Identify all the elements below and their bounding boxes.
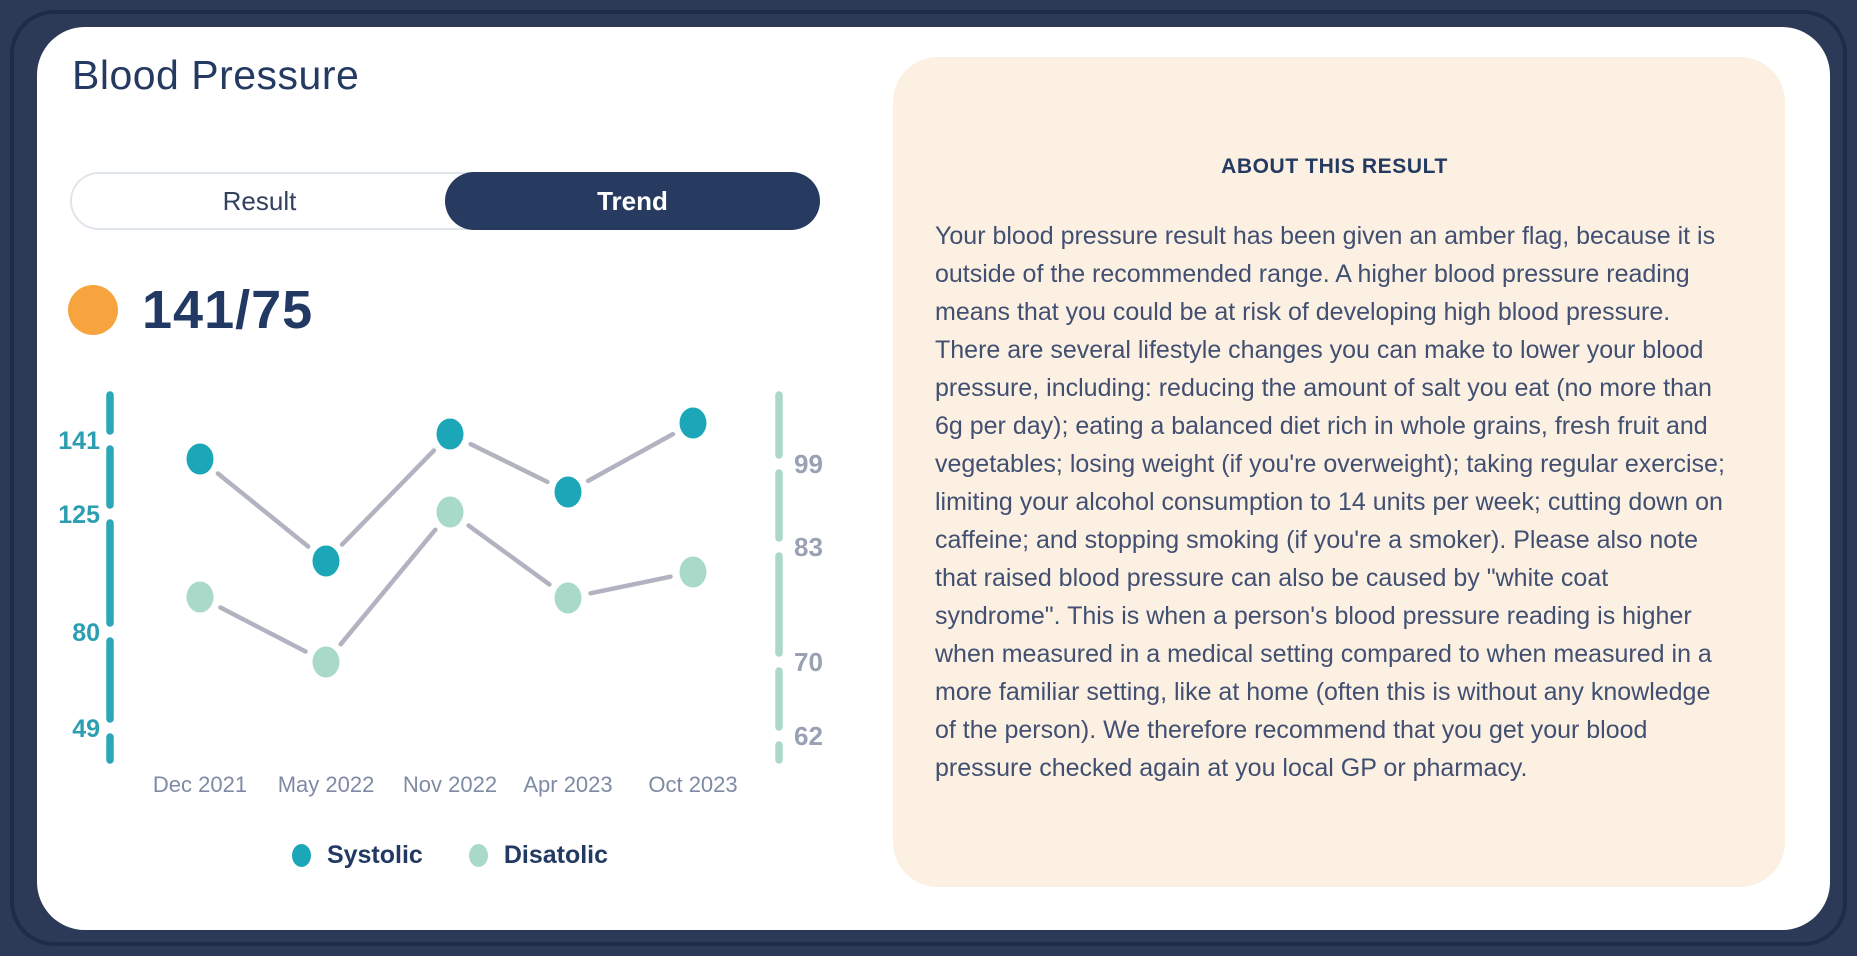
svg-text:Nov 2022: Nov 2022 [403, 772, 497, 797]
about-panel: ABOUT THIS RESULT Your blood pressure re… [893, 57, 1785, 887]
trend-chart: 141 125 80 49 99 83 70 62 Dec 2021 May 2022 Nov 20… [58, 391, 823, 797]
svg-text:125: 125 [58, 501, 100, 529]
systolic-dot-icon [291, 844, 311, 867]
svg-text:80: 80 [72, 619, 100, 647]
svg-text:49: 49 [72, 715, 100, 743]
result-card: Blood Pressure Result Trend 141/75 141 12… [37, 27, 1830, 930]
reading-value: 141/75 [142, 280, 314, 340]
disatolic-dot-icon [468, 844, 488, 867]
chart-legend: Systolic Disatolic [50, 841, 850, 870]
svg-text:99: 99 [794, 449, 823, 479]
legend-item-systolic: Systolic [291, 841, 423, 870]
svg-text:62: 62 [794, 721, 823, 751]
device-frame-line [10, 10, 1847, 946]
result-trend-toggle: Result Trend [70, 172, 820, 230]
svg-text:Apr 2023: Apr 2023 [523, 772, 612, 797]
svg-text:70: 70 [794, 647, 823, 677]
tab-trend[interactable]: Trend [445, 172, 820, 230]
about-body: Your blood pressure result has been give… [935, 222, 1725, 782]
about-heading: ABOUT THIS RESULT [1221, 155, 1448, 178]
legend-label-systolic: Systolic [326, 841, 423, 869]
svg-text:141: 141 [58, 427, 100, 455]
svg-text:83: 83 [794, 532, 823, 562]
svg-text:Dec 2021: Dec 2021 [153, 772, 247, 797]
svg-text:Oct 2023: Oct 2023 [648, 772, 737, 797]
legend-item-disatolic: Disatolic [468, 841, 609, 870]
svg-text:May 2022: May 2022 [278, 772, 375, 797]
current-reading: 141/75 [68, 279, 313, 341]
page-title: Blood Pressure [72, 52, 360, 98]
amber-flag-icon [68, 285, 118, 335]
tab-result[interactable]: Result [72, 174, 447, 228]
legend-label-disatolic: Disatolic [503, 841, 609, 869]
